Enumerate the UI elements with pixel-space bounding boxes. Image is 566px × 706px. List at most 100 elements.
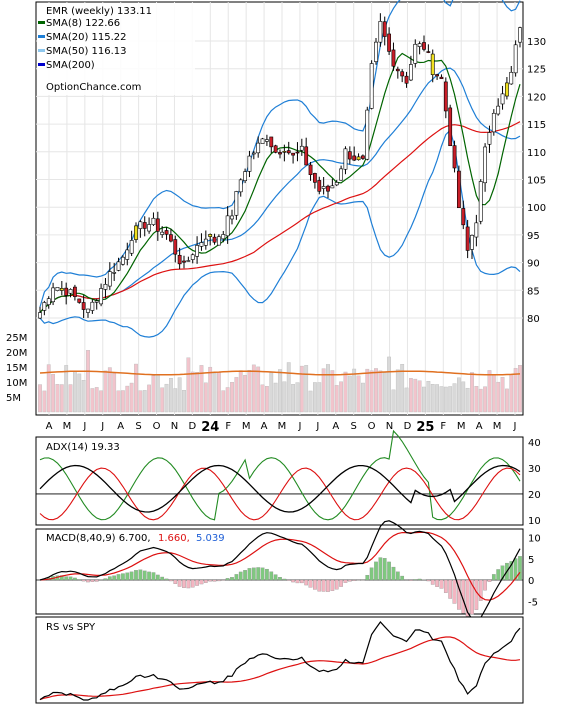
macd-histogram-bar: [413, 579, 418, 581]
macd-histogram-bar: [86, 579, 90, 583]
price-tick-label: 110: [527, 148, 546, 159]
volume-bar: [64, 365, 69, 413]
volume-bar: [496, 381, 501, 413]
volume-bar: [160, 387, 165, 413]
adx-line: [39, 464, 521, 513]
candle: [461, 208, 466, 226]
price-tick-label: 105: [527, 176, 546, 187]
volume-bars: [38, 350, 522, 413]
volume-bar: [42, 390, 47, 413]
volume-bar: [343, 371, 348, 413]
x-axis-label: O: [153, 421, 161, 432]
volume-bar: [356, 375, 361, 413]
legend-swatch: [38, 63, 45, 66]
volume-bar: [221, 390, 226, 413]
volume-bar: [55, 384, 60, 413]
volume-bar: [164, 383, 169, 413]
candle: [107, 271, 112, 287]
candle: [313, 173, 317, 183]
volume-bar: [518, 365, 522, 413]
candle: [55, 286, 60, 291]
macd-histogram-bar: [339, 579, 343, 587]
macd-histogram-bar: [286, 579, 291, 581]
volume-bar: [321, 368, 326, 413]
volume-bar: [505, 388, 509, 413]
macd-histogram-bar: [518, 556, 522, 581]
macd-histogram-bar: [64, 576, 69, 581]
legend-swatch: [38, 49, 45, 52]
candle: [230, 215, 234, 220]
macd-histogram-bar: [347, 579, 352, 582]
macd-histogram-bar: [238, 571, 243, 581]
candle: [334, 182, 339, 186]
bollinger-bands: [39, 0, 521, 338]
adx-tick-label: 30: [528, 464, 541, 475]
volume-tick-label: 20M: [6, 348, 27, 359]
candle: [291, 152, 295, 156]
candle: [186, 260, 191, 262]
price-tick-label: 120: [527, 92, 546, 103]
candle: [64, 287, 69, 296]
volume-bar: [339, 381, 343, 413]
volume-bar: [125, 385, 130, 413]
macd-lines: [36, 520, 523, 623]
macd-histogram-bar: [365, 574, 370, 581]
volume-bar: [51, 373, 55, 413]
candle: [356, 156, 361, 161]
volume-bar: [234, 377, 239, 413]
volume-bar: [409, 378, 413, 413]
volume-bar: [94, 387, 99, 413]
candle: [42, 302, 47, 311]
adx-tick-label: 10: [528, 516, 541, 527]
volume-bar: [347, 375, 352, 413]
price-tick-label: 100: [527, 203, 546, 214]
volume-bar: [273, 382, 278, 413]
macd-histogram-bar: [125, 572, 130, 581]
macd-histogram-bar: [199, 579, 204, 585]
macd-histogram-bar: [487, 579, 492, 582]
macd-histogram-bar: [151, 572, 156, 581]
macd-histogram-bar: [334, 579, 339, 590]
candle: [46, 298, 51, 305]
volume-bar: [169, 377, 173, 413]
macd-histogram-bar: [352, 579, 357, 581]
candle: [38, 312, 42, 319]
macd-histogram-bar: [195, 579, 199, 586]
candle: [238, 179, 243, 193]
candle: [470, 234, 474, 250]
macd-tick-label: -5: [528, 597, 538, 608]
volume-bar: [295, 382, 300, 413]
macd-histogram-bar: [73, 577, 77, 581]
volume-bar: [330, 370, 335, 413]
volume-bar: [199, 365, 204, 413]
price-tick-label: 90: [527, 259, 540, 270]
volume-bar: [107, 367, 112, 413]
candle: [400, 71, 405, 77]
volume-bar: [313, 382, 317, 413]
candle: [265, 139, 269, 142]
volume-bar: [151, 375, 156, 413]
macd-histogram-bar: [321, 579, 326, 592]
adx-tick-label: 40: [528, 438, 541, 449]
moving-averages: [39, 52, 521, 313]
candle: [299, 145, 304, 151]
x-axis-label: S: [351, 421, 357, 432]
x-axis-labels: A M J J A S O N D 24 F M A M J J A S O N D 25 F M A M J: [46, 420, 517, 435]
candle: [426, 51, 431, 53]
volume-bar: [260, 384, 265, 413]
candle: [121, 256, 125, 265]
candle: [487, 132, 492, 145]
volume-bar: [190, 371, 195, 413]
candle: [59, 288, 64, 291]
volume-bar: [299, 365, 304, 413]
x-axis-label: N: [171, 421, 178, 432]
candle: [448, 107, 453, 147]
volume-bar: [121, 390, 125, 413]
volume-bar: [86, 350, 90, 413]
volume-bar: [269, 372, 274, 413]
volume-bar: [426, 381, 431, 413]
volume-bar: [103, 370, 108, 413]
volume-bar: [112, 373, 117, 413]
adx-y-ticks: 10 20 30 40: [528, 438, 541, 527]
macd-histogram-bar: [496, 569, 501, 581]
